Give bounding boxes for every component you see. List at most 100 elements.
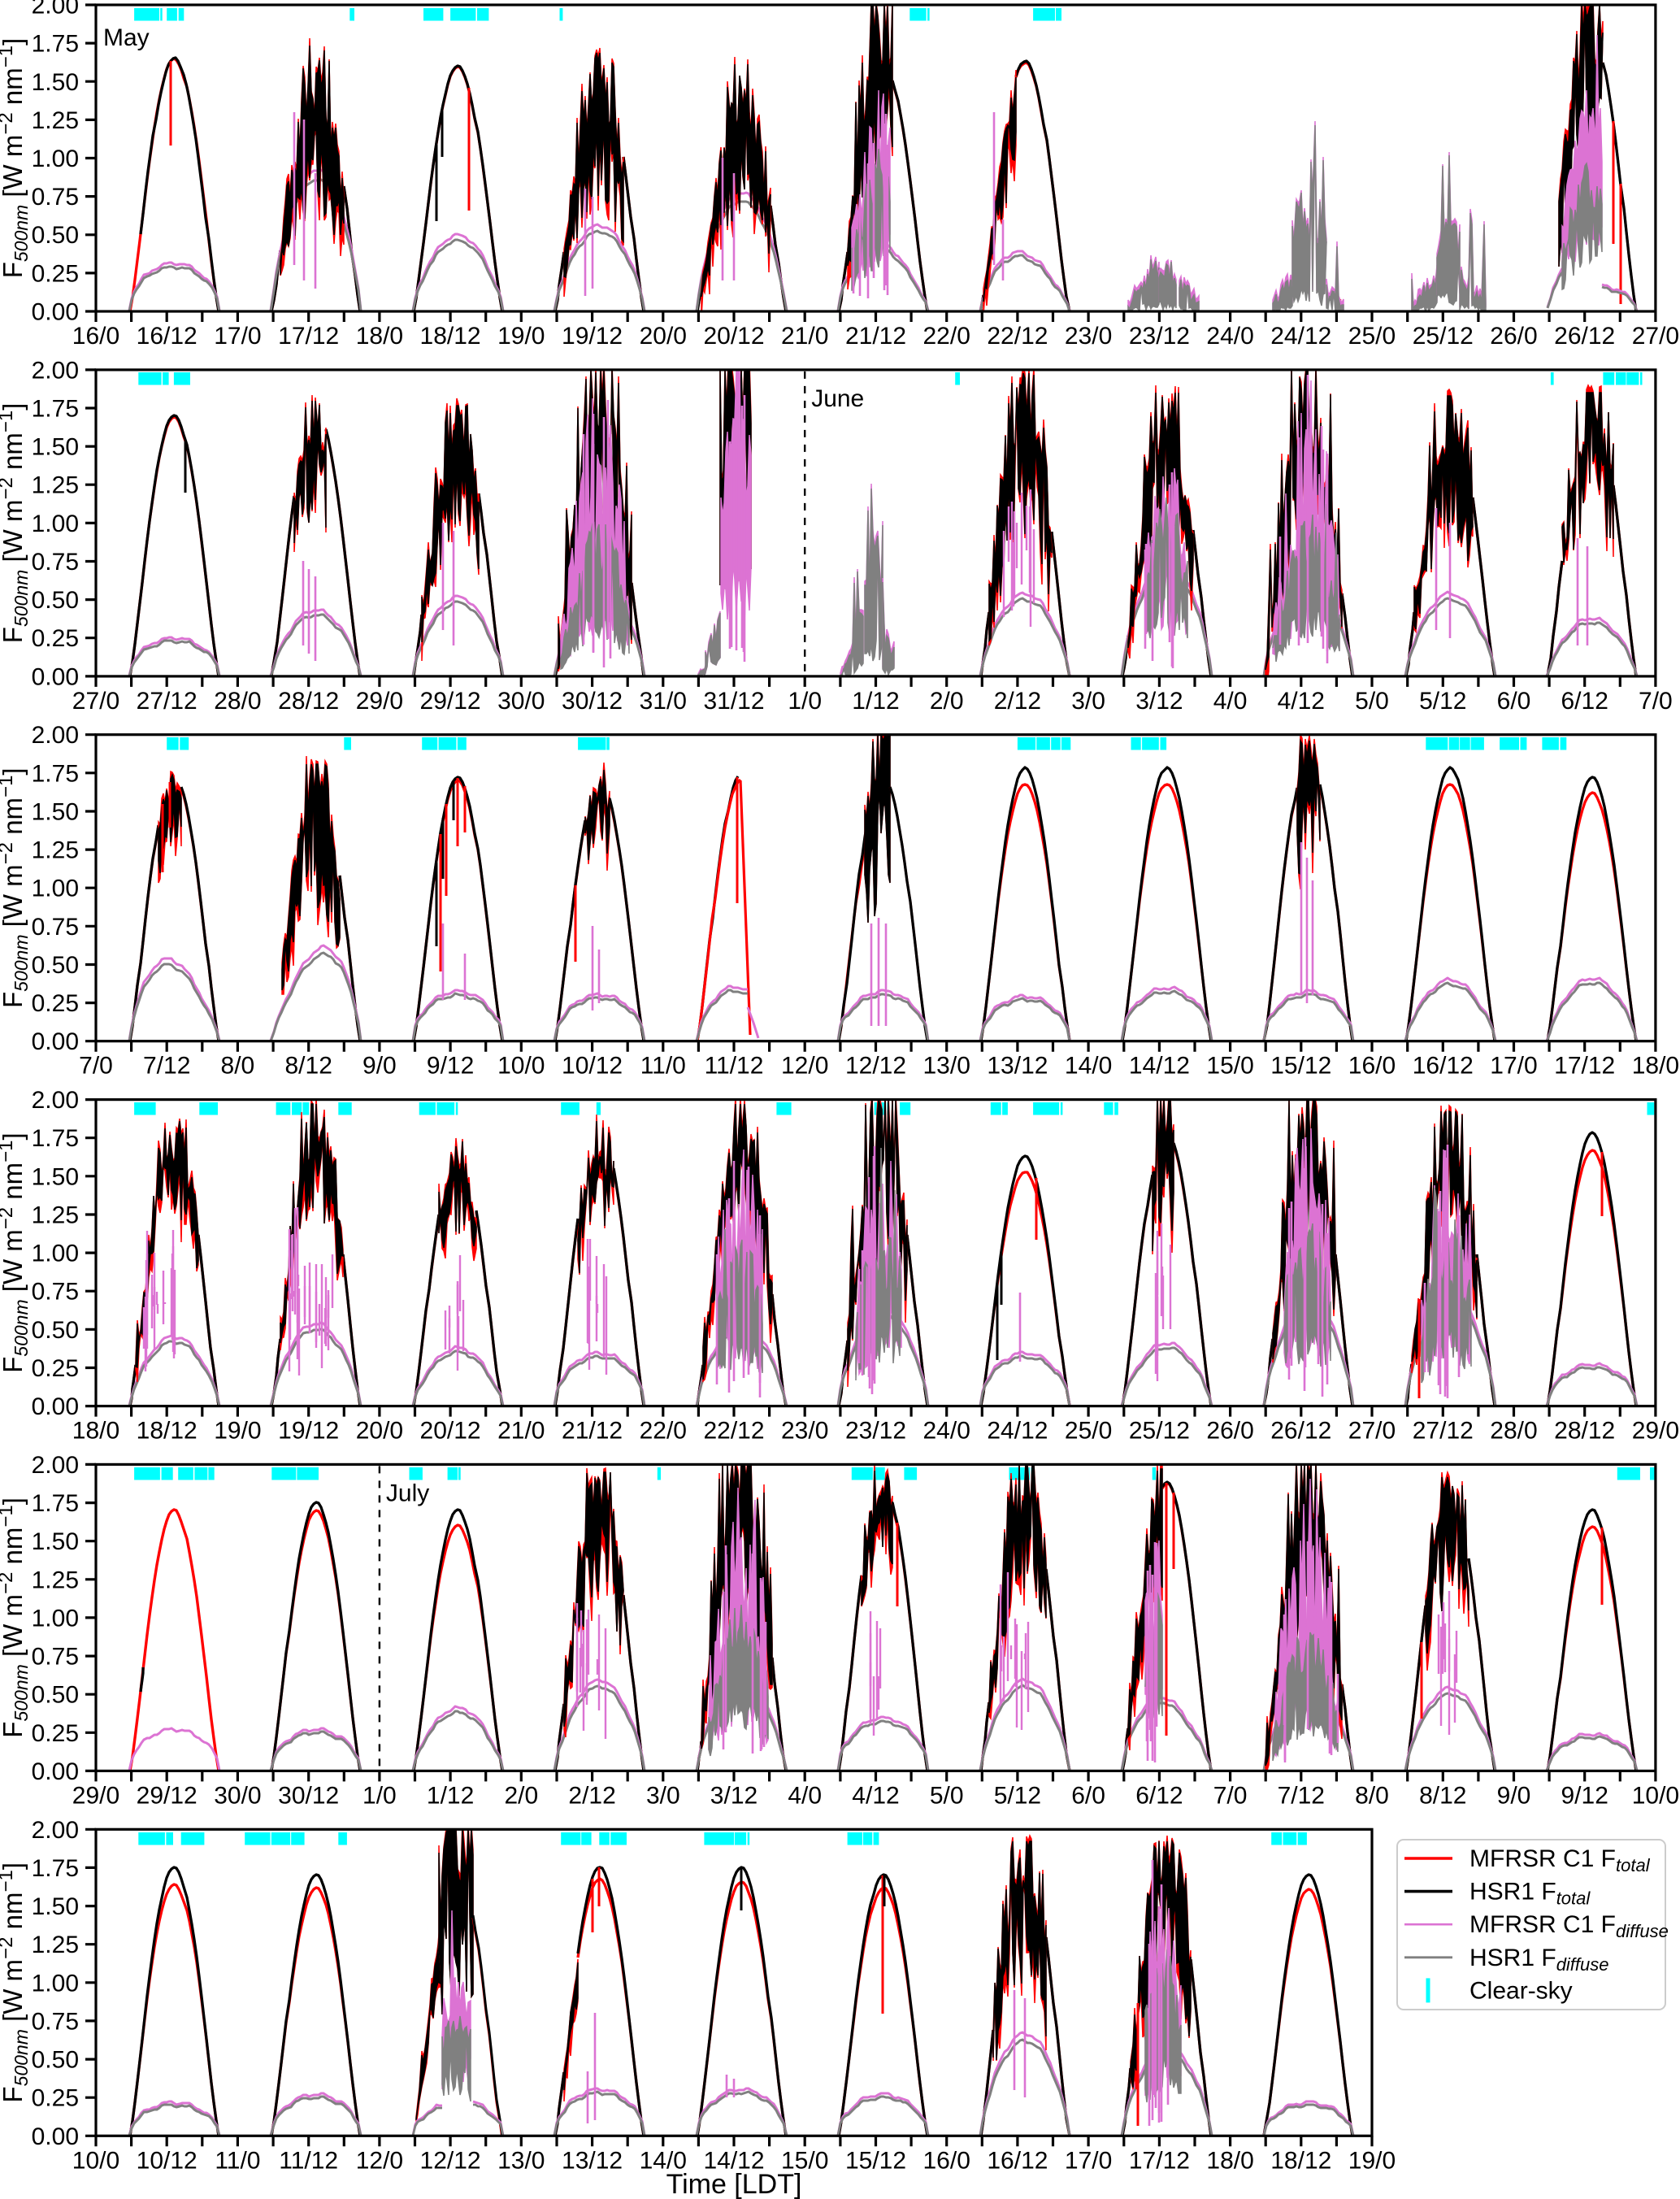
svg-text:8/0: 8/0	[1355, 1782, 1389, 1809]
svg-text:0.75: 0.75	[32, 1279, 79, 1306]
svg-text:17/12: 17/12	[278, 323, 339, 350]
svg-text:8/12: 8/12	[285, 1053, 332, 1080]
svg-text:19/12: 19/12	[562, 323, 623, 350]
svg-text:2.00: 2.00	[32, 722, 79, 749]
svg-text:26/12: 26/12	[1554, 323, 1615, 350]
svg-text:28/12: 28/12	[278, 688, 339, 715]
svg-text:0.50: 0.50	[32, 2047, 79, 2074]
svg-text:6/12: 6/12	[1561, 688, 1608, 715]
svg-text:18/12: 18/12	[137, 1418, 198, 1445]
svg-text:27/0: 27/0	[72, 688, 119, 715]
svg-text:27/0: 27/0	[1632, 323, 1679, 350]
svg-text:26/12: 26/12	[1270, 1418, 1331, 1445]
svg-text:1/12: 1/12	[852, 688, 899, 715]
svg-text:0.00: 0.00	[32, 1028, 79, 1055]
svg-text:11/0: 11/0	[640, 1053, 686, 1080]
svg-text:0.00: 0.00	[32, 1758, 79, 1785]
svg-text:24/12: 24/12	[987, 1418, 1048, 1445]
svg-text:12/12: 12/12	[420, 2147, 481, 2174]
svg-text:21/12: 21/12	[562, 1418, 623, 1445]
svg-text:11/12: 11/12	[279, 2147, 338, 2174]
svg-text:12/0: 12/0	[356, 2147, 403, 2174]
svg-text:4/0: 4/0	[1213, 688, 1248, 715]
svg-text:20/12: 20/12	[703, 323, 764, 350]
svg-text:10/12: 10/12	[562, 1053, 623, 1080]
svg-text:23/12: 23/12	[1129, 323, 1190, 350]
svg-text:1.50: 1.50	[32, 1163, 79, 1190]
svg-text:2.00: 2.00	[32, 0, 79, 20]
svg-text:20/0: 20/0	[640, 323, 687, 350]
svg-text:1.00: 1.00	[32, 146, 79, 172]
svg-text:22/0: 22/0	[640, 1418, 687, 1445]
svg-text:3/12: 3/12	[1135, 688, 1183, 715]
svg-text:0.00: 0.00	[32, 663, 79, 690]
svg-text:8/12: 8/12	[1419, 1782, 1466, 1809]
svg-text:1.25: 1.25	[32, 472, 79, 499]
svg-text:28/12: 28/12	[1554, 1418, 1615, 1445]
svg-text:6/0: 6/0	[1071, 1782, 1105, 1809]
svg-text:1.00: 1.00	[32, 876, 79, 902]
svg-text:18/12: 18/12	[420, 323, 481, 350]
svg-text:9/0: 9/0	[362, 1053, 397, 1080]
svg-text:27/12: 27/12	[137, 688, 198, 715]
svg-text:0.25: 0.25	[32, 1720, 79, 1747]
svg-text:29/12: 29/12	[137, 1782, 198, 1809]
svg-text:Time [LDT]: Time [LDT]	[666, 2169, 802, 2199]
svg-text:16/0: 16/0	[72, 323, 119, 350]
svg-text:4/12: 4/12	[852, 1782, 899, 1809]
svg-text:18/0: 18/0	[1632, 1053, 1679, 1080]
svg-text:5/12: 5/12	[1419, 688, 1466, 715]
svg-text:7/12: 7/12	[143, 1053, 190, 1080]
svg-text:30/12: 30/12	[562, 688, 623, 715]
svg-text:MFRSR C1 Fdiffuse: MFRSR C1 Fdiffuse	[1469, 1911, 1669, 1941]
svg-text:13/0: 13/0	[923, 1053, 970, 1080]
svg-text:5/12: 5/12	[994, 1782, 1041, 1809]
svg-text:23/12: 23/12	[845, 1418, 906, 1445]
svg-text:2.00: 2.00	[32, 1452, 79, 1479]
svg-text:17/0: 17/0	[214, 323, 261, 350]
svg-text:14/12: 14/12	[703, 2147, 764, 2174]
svg-text:2/12: 2/12	[568, 1782, 615, 1809]
svg-text:17/0: 17/0	[1065, 2147, 1112, 2174]
svg-text:26/0: 26/0	[1490, 323, 1537, 350]
svg-text:4/12: 4/12	[1278, 688, 1325, 715]
svg-text:5/0: 5/0	[1355, 688, 1389, 715]
svg-text:20/0: 20/0	[356, 1418, 403, 1445]
svg-text:25/0: 25/0	[1348, 323, 1396, 350]
svg-text:16/0: 16/0	[1348, 1053, 1396, 1080]
svg-text:1.50: 1.50	[32, 1528, 79, 1555]
svg-text:15/12: 15/12	[845, 2147, 906, 2174]
svg-text:12/0: 12/0	[781, 1053, 828, 1080]
svg-text:1.75: 1.75	[32, 1855, 79, 1882]
svg-text:1.75: 1.75	[32, 396, 79, 423]
svg-text:6/0: 6/0	[1497, 688, 1531, 715]
svg-text:28/0: 28/0	[1490, 1418, 1537, 1445]
svg-text:0.00: 0.00	[32, 1393, 79, 1420]
svg-text:17/12: 17/12	[1129, 2147, 1190, 2174]
svg-text:7/12: 7/12	[1278, 1782, 1325, 1809]
svg-text:25/12: 25/12	[1129, 1418, 1190, 1445]
svg-text:1.75: 1.75	[32, 1490, 79, 1517]
svg-text:16/0: 16/0	[923, 2147, 970, 2174]
svg-text:13/12: 13/12	[562, 2147, 623, 2174]
svg-text:3/0: 3/0	[646, 1782, 680, 1809]
svg-text:June: June	[811, 385, 864, 412]
svg-text:17/12: 17/12	[1554, 1053, 1615, 1080]
svg-text:15/0: 15/0	[781, 2147, 828, 2174]
svg-text:27/12: 27/12	[1413, 1418, 1474, 1445]
svg-text:0.75: 0.75	[32, 1644, 79, 1671]
svg-text:13/0: 13/0	[497, 2147, 545, 2174]
svg-text:7/0: 7/0	[79, 1053, 113, 1080]
svg-text:20/12: 20/12	[420, 1418, 481, 1445]
svg-text:9/12: 9/12	[427, 1053, 474, 1080]
svg-text:3/0: 3/0	[1071, 688, 1105, 715]
svg-text:0.50: 0.50	[32, 1317, 79, 1344]
svg-text:1.50: 1.50	[32, 1893, 79, 1920]
svg-text:11/12: 11/12	[705, 1053, 764, 1080]
svg-text:31/12: 31/12	[703, 688, 764, 715]
svg-text:21/0: 21/0	[781, 323, 828, 350]
svg-text:8/0: 8/0	[221, 1053, 255, 1080]
svg-text:22/12: 22/12	[703, 1418, 764, 1445]
svg-text:1.50: 1.50	[32, 69, 79, 96]
svg-text:2/12: 2/12	[994, 688, 1041, 715]
